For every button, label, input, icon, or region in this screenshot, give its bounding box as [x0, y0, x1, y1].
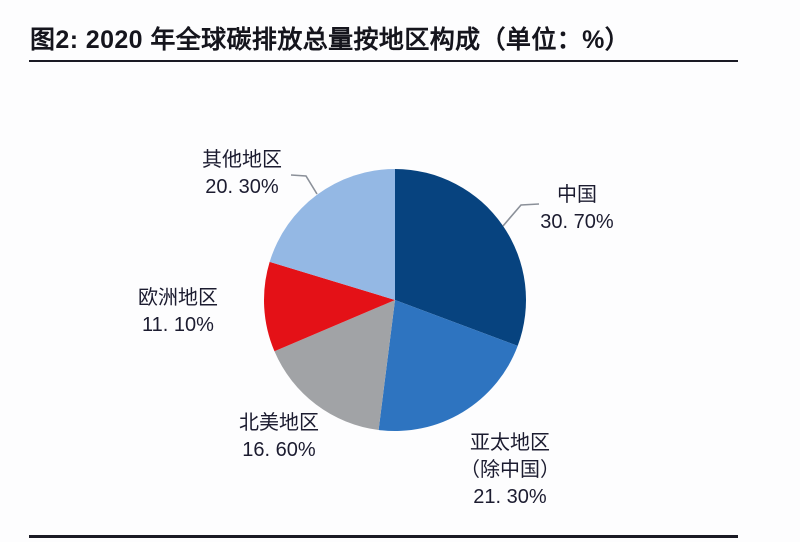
- slice-label-north-america: 北美地区 16. 60%: [239, 410, 319, 464]
- slice-label-europe: 欧洲地区 11. 10%: [138, 285, 218, 339]
- slice-label-name: 亚太地区: [470, 432, 550, 454]
- slice-label-others: 其他地区 20. 30%: [202, 147, 282, 201]
- slice-label-china: 中国 30. 70%: [540, 182, 613, 236]
- slice-label-value: 11. 10%: [142, 314, 214, 336]
- pie-slice-north-america: [274, 300, 395, 430]
- slice-label-name: 欧洲地区: [138, 287, 218, 309]
- pie-slice-others: [269, 169, 395, 300]
- bottom-border-line: [29, 535, 738, 538]
- leader-line-china: [502, 203, 540, 227]
- slice-label-value: 21. 30%: [473, 486, 547, 508]
- pie-slice-europe: [263, 261, 395, 352]
- slice-label-apac: 亚太地区 （除中国） 21. 30%: [460, 430, 560, 511]
- slice-label-name2: （除中国）: [460, 459, 560, 481]
- pie-slices: [263, 168, 527, 432]
- title-underline: [29, 60, 738, 62]
- slice-label-name: 其他地区: [202, 149, 282, 171]
- slice-label-name: 北美地区: [239, 412, 319, 434]
- slice-label-value: 16. 60%: [242, 439, 316, 461]
- pie-slice-china: [395, 168, 527, 346]
- slice-label-value: 20. 30%: [205, 176, 279, 198]
- figure-title: 图2: 2020 年全球碳排放总量按地区构成（单位：%）: [30, 26, 631, 54]
- leader-line-others: [290, 174, 318, 195]
- pie-slice-apac-ex-china: [378, 300, 518, 432]
- slice-label-value: 30. 70%: [540, 211, 614, 233]
- slice-label-name: 中国: [556, 184, 597, 206]
